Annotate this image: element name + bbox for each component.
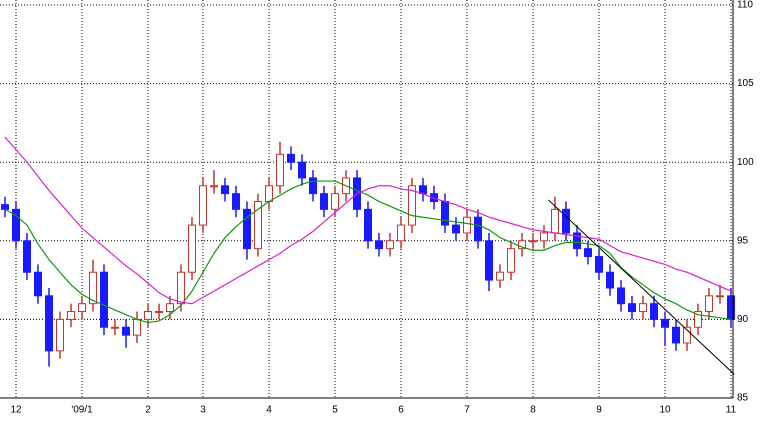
candle-body xyxy=(166,303,174,313)
candle-body xyxy=(45,295,53,352)
moving-average xyxy=(4,136,732,305)
candle-body xyxy=(133,318,141,336)
candle-body xyxy=(1,204,9,210)
marks xyxy=(1,136,735,375)
candle-body xyxy=(617,287,625,305)
candle-body xyxy=(584,248,592,258)
candle-body xyxy=(34,271,42,297)
y-tick-label: 90 xyxy=(737,314,749,325)
x-tick-label: 7 xyxy=(464,405,470,416)
candle-body xyxy=(23,240,31,273)
candle-body xyxy=(408,185,416,226)
candle-body xyxy=(496,271,504,281)
candle-body xyxy=(320,193,328,210)
candle-body xyxy=(672,326,680,344)
candle-body xyxy=(595,256,603,273)
candle-body xyxy=(430,193,438,202)
candle-body xyxy=(265,185,273,202)
candle-body xyxy=(485,240,493,281)
x-tick-label: 12 xyxy=(10,405,22,416)
candle-body xyxy=(551,208,559,234)
candle-body xyxy=(331,193,339,210)
x-tick-label: 8 xyxy=(530,405,536,416)
candle-body xyxy=(67,311,75,320)
candle-body xyxy=(694,311,702,328)
candle-body xyxy=(518,240,526,250)
x-tick-label: 6 xyxy=(398,405,404,416)
candle-body xyxy=(386,240,394,250)
candle-body xyxy=(298,161,306,179)
candle-body xyxy=(562,208,570,234)
y-tick-label: 95 xyxy=(737,235,749,246)
trend-line xyxy=(548,199,735,375)
x-tick-label: 3 xyxy=(200,405,206,416)
candle-body xyxy=(650,303,658,320)
y-tick-label: 100 xyxy=(737,157,754,168)
candle-body xyxy=(540,232,548,242)
candle-body xyxy=(452,224,460,234)
candle-body xyxy=(155,311,163,314)
candle-body xyxy=(375,240,383,250)
candle-body xyxy=(56,318,64,352)
candle-body xyxy=(232,193,240,210)
candle-body xyxy=(89,271,97,305)
x-tick-label: 4 xyxy=(266,405,272,416)
candle-body xyxy=(683,326,691,344)
candle-body xyxy=(716,295,724,298)
candle-body xyxy=(100,271,108,328)
candle-body xyxy=(705,295,713,313)
y-tick-label: 85 xyxy=(737,393,749,404)
candle-body xyxy=(441,201,449,226)
candle-body xyxy=(221,185,229,195)
candle-body xyxy=(639,303,647,313)
candle-body xyxy=(78,303,86,313)
y-tick-label: 110 xyxy=(737,0,753,11)
candle-body xyxy=(144,311,152,320)
x-tick-label: '09/1 xyxy=(71,405,93,416)
candle-body xyxy=(529,240,537,243)
moving-average xyxy=(4,180,732,324)
x-tick-label: 5 xyxy=(332,405,338,416)
candle-body xyxy=(309,177,317,195)
candle-body xyxy=(12,208,20,242)
candle-body xyxy=(111,326,119,329)
x-tick-label: 2 xyxy=(145,405,151,416)
candle-body xyxy=(661,318,669,328)
candle-body xyxy=(507,248,515,273)
candle-body xyxy=(573,232,581,250)
candle-body xyxy=(628,303,636,313)
candle-body xyxy=(474,216,482,242)
candle-body xyxy=(243,208,251,250)
candle-body xyxy=(177,271,185,305)
candle-body xyxy=(463,216,471,234)
candle-body xyxy=(188,224,196,273)
candle-body xyxy=(199,185,207,226)
candle-body xyxy=(276,153,284,187)
candle-body xyxy=(397,224,405,242)
x-tick-label: 10 xyxy=(659,405,671,416)
candle-body xyxy=(606,271,614,289)
candle-body xyxy=(364,208,372,242)
x-tick-label: 9 xyxy=(596,405,602,416)
x-tick-label: 11 xyxy=(726,405,737,416)
candle-body xyxy=(254,201,262,250)
candle-body xyxy=(210,185,218,188)
y-tick-label: 105 xyxy=(737,78,754,89)
candle-body xyxy=(122,326,130,336)
candle-body xyxy=(287,153,295,163)
